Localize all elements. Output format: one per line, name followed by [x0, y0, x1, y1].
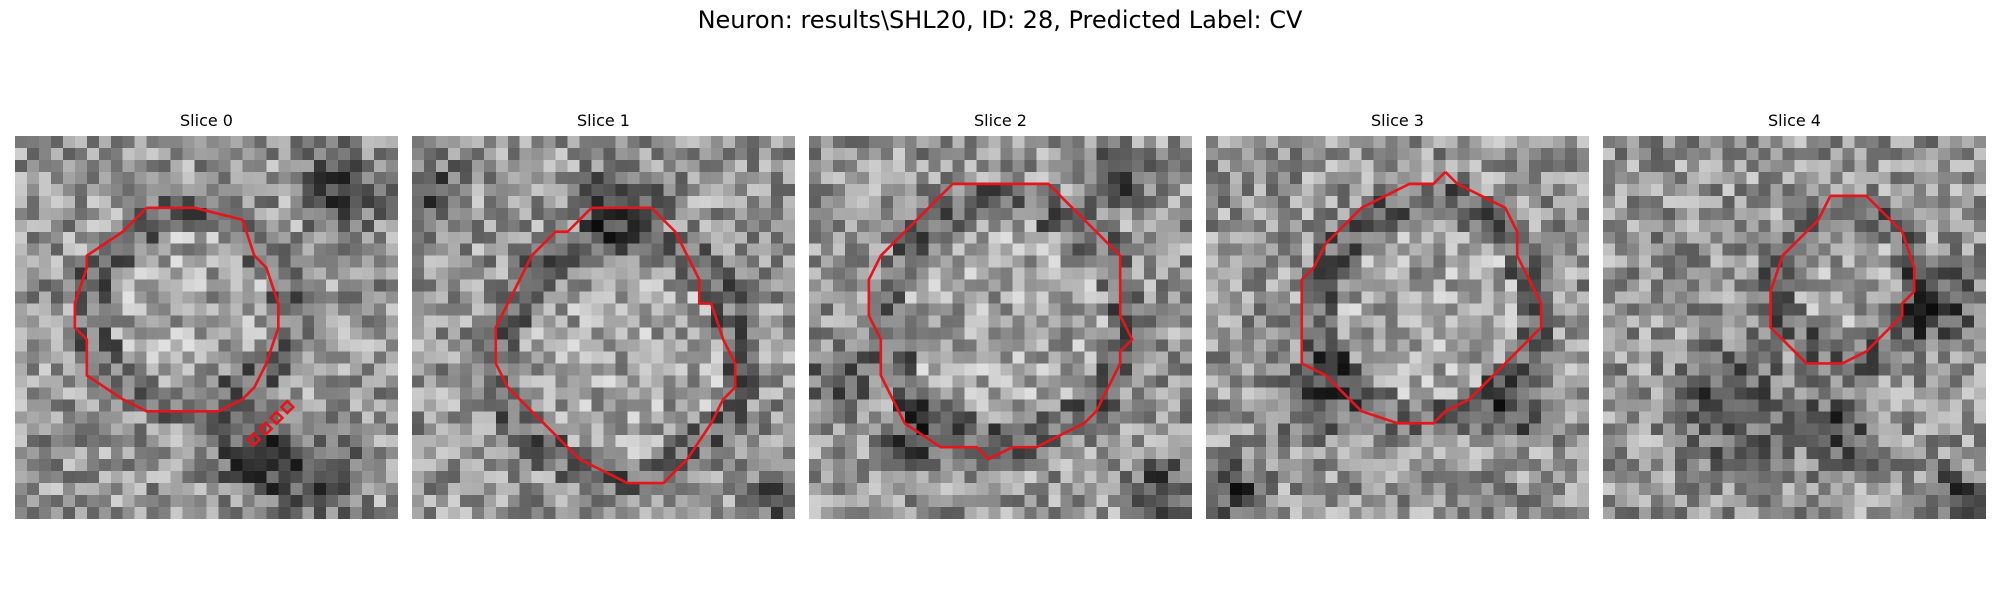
slice-panel-1: Slice 1 [412, 108, 795, 519]
neuron-contour-0 [73, 206, 280, 413]
neuron-contour-1 [494, 206, 737, 485]
slice-title-2: Slice 2 [974, 111, 1027, 130]
neuron-contour-3 [1300, 170, 1543, 425]
slice-title-0: Slice 0 [180, 111, 233, 130]
neuron-contour-2 [867, 182, 1134, 461]
slice-image-4 [1603, 136, 1986, 519]
slice-image-3 [1206, 136, 1589, 519]
contour-markers-0 [245, 399, 296, 448]
slice-panel-0: Slice 0 [15, 108, 398, 519]
diamond-marker [268, 410, 285, 426]
slice-panel-4: Slice 4 [1603, 108, 1986, 519]
slice-panel-2: Slice 2 [809, 108, 1192, 519]
slice-image-2 [809, 136, 1192, 519]
slice-title-4: Slice 4 [1768, 111, 1821, 130]
slice-image-1 [412, 136, 795, 519]
diamond-marker [257, 420, 274, 437]
slice-title-3: Slice 3 [1371, 111, 1424, 130]
slice-title-1: Slice 1 [577, 111, 630, 130]
diamond-marker [279, 399, 296, 415]
diamond-marker [245, 431, 262, 448]
figure-title: Neuron: results\SHL20, ID: 28, Predicted… [697, 6, 1303, 34]
slice-panel-3: Slice 3 [1206, 108, 1589, 519]
neuron-contour-4 [1769, 194, 1916, 365]
slice-image-0 [15, 136, 398, 519]
